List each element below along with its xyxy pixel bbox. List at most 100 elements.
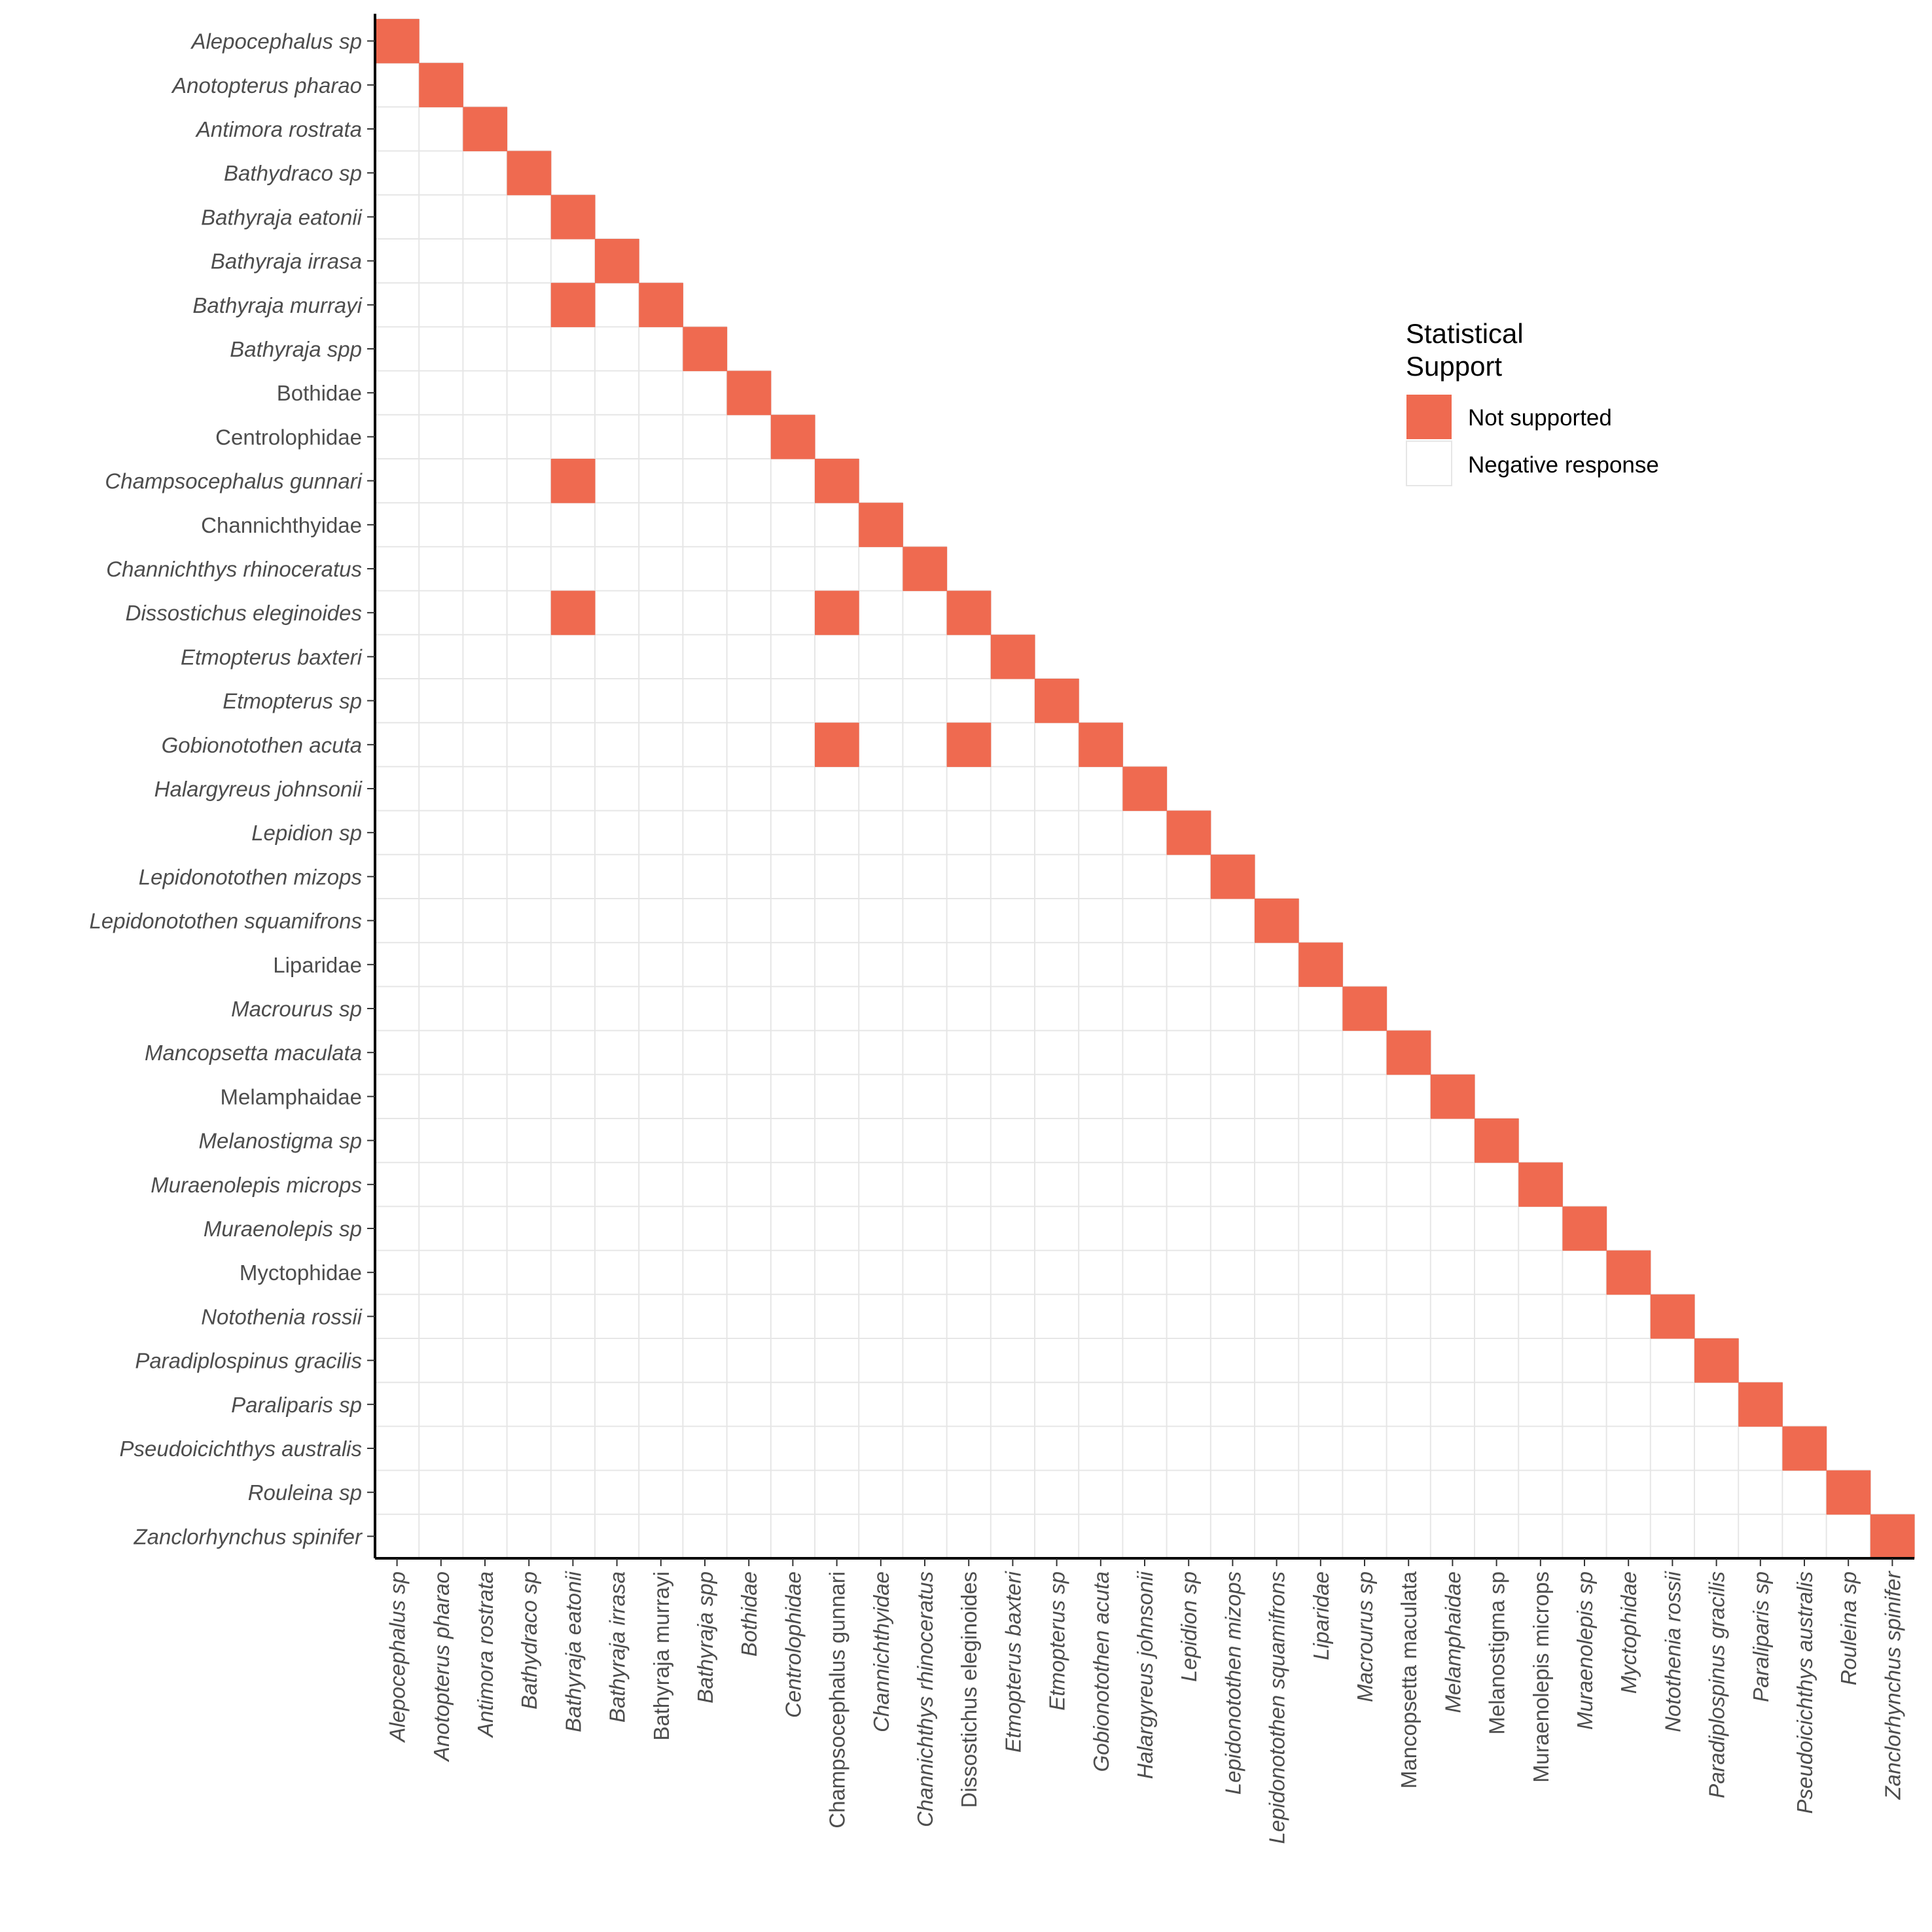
cell-myctophidae-antimora-rostrata — [463, 1250, 507, 1295]
cell-notothenia-rossii-bathydraco-sp — [507, 1294, 551, 1338]
cell-paradiplospinus-gracilis-melanostigma-sp — [1475, 1338, 1519, 1383]
y-tick-label-bathydraco-sp: Bathydraco sp — [224, 161, 362, 185]
x-tick-label-muraenolepis-microps: Muraenolepis microps — [1529, 1571, 1553, 1783]
cell-muraenolepis-sp-bathyraja-spp — [683, 1206, 727, 1251]
not-supported-cell-channichthys-rhinoceratus-channichthys-rhinoceratus — [903, 546, 948, 592]
cell-zanclorhynchus-spinifer-myctophidae — [1606, 1514, 1651, 1558]
cell-myctophidae-melamphaidae — [1430, 1250, 1475, 1295]
cell-melanostigma-sp-etmopterus-sp — [1035, 1118, 1079, 1163]
not-supported-cell-bathydraco-sp-bathydraco-sp — [507, 151, 552, 196]
cell-mancopsetta-maculata-lepidonotothen-mizops — [1210, 1030, 1255, 1075]
cell-lepidonotothen-mizops-alepocephalus-sp — [375, 854, 420, 899]
cell-lepidion-sp-etmopterus-sp — [1035, 810, 1079, 855]
cell-liparidae-bathyraja-spp — [683, 942, 727, 987]
cell-mancopsetta-maculata-bathyraja-eatonii — [550, 1030, 595, 1075]
cell-mancopsetta-maculata-lepidonotothen-squamifrons — [1255, 1030, 1299, 1075]
cell-melanostigma-sp-lepidonotothen-squamifrons — [1255, 1118, 1299, 1163]
cell-paradiplospinus-gracilis-anotopterus-pharao — [419, 1338, 463, 1383]
y-tick-label-dissostichus-eleginoides: Dissostichus eleginoides — [126, 601, 362, 625]
cell-notothenia-rossii-etmopterus-baxteri — [990, 1294, 1035, 1338]
cell-paradiplospinus-gracilis-myctophidae — [1606, 1338, 1651, 1383]
y-tick-label-bathyraja-irrasa: Bathyraja irrasa — [211, 249, 362, 274]
cell-paraliparis-sp-alepocephalus-sp — [375, 1382, 420, 1427]
cell-etmopterus-sp-bathydraco-sp — [507, 679, 551, 723]
cell-myctophidae-bathyraja-spp — [683, 1250, 727, 1295]
cell-paradiplospinus-gracilis-notothenia-rossii — [1650, 1338, 1694, 1383]
x-tick-label-antimora-rostrata: Antimora rostrata — [473, 1571, 497, 1738]
cell-muraenolepis-microps-etmopterus-sp — [1035, 1162, 1079, 1207]
cell-dissostichus-eleginoides-channichthyidae — [859, 590, 903, 635]
cell-pseudoicichthys-australis-notothenia-rossii — [1650, 1426, 1694, 1471]
cell-pseudoicichthys-australis-melamphaidae — [1430, 1426, 1475, 1471]
cell-pseudoicichthys-australis-muraenolepis-sp — [1562, 1426, 1607, 1471]
cell-pseudoicichthys-australis-anotopterus-pharao — [419, 1426, 463, 1471]
cell-mancopsetta-maculata-bathydraco-sp — [507, 1030, 551, 1075]
cell-pseudoicichthys-australis-dissostichus-eleginoides — [946, 1426, 991, 1471]
y-tick-label-champsocephalus-gunnari: Champsocephalus gunnari — [105, 469, 363, 493]
cell-macrourus-sp-etmopterus-sp — [1035, 986, 1079, 1031]
cell-paradiplospinus-gracilis-champsocephalus-gunnari — [815, 1338, 859, 1383]
cell-etmopterus-baxteri-alepocephalus-sp — [375, 634, 420, 679]
cell-paradiplospinus-gracilis-bathydraco-sp — [507, 1338, 551, 1383]
cell-myctophidae-dissostichus-eleginoides — [946, 1250, 991, 1295]
y-tick-label-paraliparis-sp: Paraliparis sp — [231, 1393, 362, 1417]
cell-paraliparis-sp-etmopterus-sp — [1035, 1382, 1079, 1427]
cell-zanclorhynchus-spinifer-bathyraja-irrasa — [595, 1514, 639, 1558]
cell-notothenia-rossii-dissostichus-eleginoides — [946, 1294, 991, 1338]
cell-pseudoicichthys-australis-channichthyidae — [859, 1426, 903, 1471]
x-tick-label-etmopterus-baxteri: Etmopterus baxteri — [1001, 1570, 1025, 1753]
y-tick-label-mancopsetta-maculata: Mancopsetta maculata — [145, 1041, 362, 1065]
cell-melamphaidae-etmopterus-baxteri — [990, 1074, 1035, 1118]
cell-pseudoicichthys-australis-etmopterus-baxteri — [990, 1426, 1035, 1471]
cell-halargyreus-johnsonii-etmopterus-sp — [1035, 766, 1079, 811]
cell-rouleina-sp-channichthyidae — [859, 1470, 903, 1514]
cell-liparidae-etmopterus-baxteri — [990, 942, 1035, 987]
cell-melanostigma-sp-alepocephalus-sp — [375, 1118, 420, 1163]
cell-halargyreus-johnsonii-dissostichus-eleginoides — [946, 766, 991, 811]
legend-label-not-supported: Not supported — [1468, 405, 1612, 431]
cell-paradiplospinus-gracilis-bathyraja-spp — [683, 1338, 727, 1383]
cell-myctophidae-bathydraco-sp — [507, 1250, 551, 1295]
cell-zanclorhynchus-spinifer-bathyraja-murrayi — [639, 1514, 683, 1558]
cell-etmopterus-sp-bathyraja-murrayi — [639, 679, 683, 723]
cell-muraenolepis-sp-bothidae — [726, 1206, 771, 1251]
cell-notothenia-rossii-mancopsetta-maculata — [1386, 1294, 1431, 1338]
cell-muraenolepis-microps-bathyraja-murrayi — [639, 1162, 683, 1207]
x-tick-label-bathyraja-eatonii: Bathyraja eatonii — [561, 1570, 585, 1732]
not-supported-cell-lepidonotothen-mizops-lepidonotothen-mizops — [1210, 854, 1255, 899]
cell-notothenia-rossii-etmopterus-sp — [1035, 1294, 1079, 1338]
cell-zanclorhynchus-spinifer-melamphaidae — [1430, 1514, 1475, 1558]
cell-melanostigma-sp-champsocephalus-gunnari — [815, 1118, 859, 1163]
x-tick-label-zanclorhynchus-spinifer: Zanclorhynchus spinifer — [1880, 1570, 1905, 1800]
not-supported-cell-centrolophidae-centrolophidae — [770, 414, 815, 459]
cell-muraenolepis-microps-centrolophidae — [770, 1162, 815, 1207]
cell-myctophidae-channichthyidae — [859, 1250, 903, 1295]
cell-lepidion-sp-bathyraja-irrasa — [595, 810, 639, 855]
cell-lepidion-sp-bathyraja-spp — [683, 810, 727, 855]
x-tick-label-melamphaidae: Melamphaidae — [1440, 1571, 1465, 1713]
cell-rouleina-sp-etmopterus-baxteri — [990, 1470, 1035, 1514]
cell-lepidion-sp-bathyraja-murrayi — [639, 810, 683, 855]
y-tick-label-antimora-rostrata: Antimora rostrata — [195, 117, 362, 141]
cell-liparidae-channichthyidae — [859, 942, 903, 987]
cell-bathyraja-spp-bathyraja-eatonii — [550, 327, 595, 371]
cell-notothenia-rossii-melanostigma-sp — [1475, 1294, 1519, 1338]
cell-liparidae-antimora-rostrata — [463, 942, 507, 987]
cell-mancopsetta-maculata-gobionotothen-acuta — [1079, 1030, 1123, 1075]
cell-paradiplospinus-gracilis-macrourus-sp — [1342, 1338, 1387, 1383]
cell-zanclorhynchus-spinifer-etmopterus-baxteri — [990, 1514, 1035, 1558]
cell-notothenia-rossii-channichthyidae — [859, 1294, 903, 1338]
cell-zanclorhynchus-spinifer-lepidion-sp — [1166, 1514, 1211, 1558]
cell-dissostichus-eleginoides-bathyraja-spp — [683, 590, 727, 635]
cell-rouleina-sp-anotopterus-pharao — [419, 1470, 463, 1514]
cell-melamphaidae-lepidonotothen-squamifrons — [1255, 1074, 1299, 1118]
cell-liparidae-bothidae — [726, 942, 771, 987]
cell-notothenia-rossii-bathyraja-irrasa — [595, 1294, 639, 1338]
not-supported-cell-gobionotothen-acuta-gobionotothen-acuta — [1079, 723, 1123, 767]
cell-halargyreus-johnsonii-centrolophidae — [770, 766, 815, 811]
cell-zanclorhynchus-spinifer-bathydraco-sp — [507, 1514, 551, 1558]
cell-rouleina-sp-bathyraja-irrasa — [595, 1470, 639, 1514]
not-supported-cell-champsocephalus-gunnari-champsocephalus-gunnari — [815, 459, 859, 503]
cell-champsocephalus-gunnari-antimora-rostrata — [463, 459, 507, 503]
cell-etmopterus-sp-etmopterus-baxteri — [990, 679, 1035, 723]
